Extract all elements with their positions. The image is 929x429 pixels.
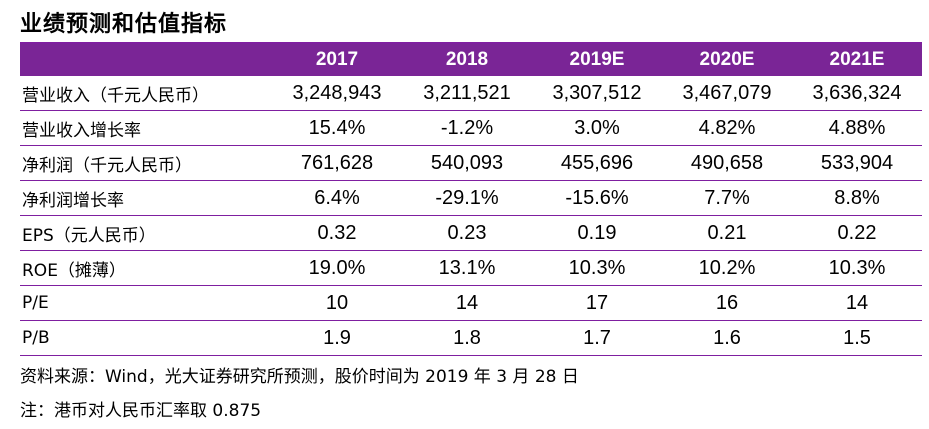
table-cell: 10.3% [792,250,922,286]
table-cell: 0.32 [272,215,402,251]
table-cell: 13.1% [402,250,532,286]
table-row: EPS（元人民币） 0.32 0.23 0.19 0.21 0.22 [20,215,922,251]
table-cell: 455,696 [532,145,662,181]
header-year: 2017 [272,44,402,76]
row-label: EPS（元人民币） [20,215,272,251]
row-label: 净利润（千元人民币） [20,145,272,181]
table-cell: 0.19 [532,215,662,251]
table-cell: 10.2% [662,250,792,286]
table-cell: 3.0% [532,110,662,146]
table-cell: 1.9 [272,320,402,356]
table-cell: 3,307,512 [532,76,662,111]
table-cell: 3,248,943 [272,76,402,111]
table-cell: 0.21 [662,215,792,251]
forecast-table: 2017 2018 2019E 2020E 2021E 营业收入（千元人民币） … [20,44,922,356]
header-corner [20,44,272,76]
table-cell: 1.5 [792,320,922,356]
table-cell: 533,904 [792,145,922,181]
table-row: 净利润（千元人民币） 761,628 540,093 455,696 490,6… [20,145,922,181]
table-cell: 6.4% [272,180,402,216]
table-row: P/B 1.9 1.8 1.7 1.6 1.5 [20,320,922,356]
table-cell: 15.4% [272,110,402,146]
table-cell: 1.7 [532,320,662,356]
header-year: 2021E [792,44,922,76]
table-cell: -29.1% [402,180,532,216]
row-label: P/B [20,320,272,356]
header-year: 2018 [402,44,532,76]
table-row: 净利润增长率 6.4% -29.1% -15.6% 7.7% 8.8% [20,180,922,216]
table-cell: 3,211,521 [402,76,532,111]
table-cell: 1.8 [402,320,532,356]
row-label: ROE（摊薄） [20,250,272,286]
source-note: 资料来源：Wind，光大证券研究所预测，股价时间为 2019 年 3 月 28 … [20,367,579,387]
table-cell: 0.23 [402,215,532,251]
table-cell: 4.82% [662,110,792,146]
table-cell: 4.88% [792,110,922,146]
table-cell: 14 [792,285,922,321]
page-title: 业绩预测和估值指标 [20,12,228,37]
table-cell: -15.6% [532,180,662,216]
table-cell: 17 [532,285,662,321]
table-cell: 1.6 [662,320,792,356]
table-cell: -1.2% [402,110,532,146]
row-label: 营业收入（千元人民币） [20,76,272,111]
row-label: P/E [20,285,272,321]
header-year: 2020E [662,44,792,76]
table-cell: 3,636,324 [792,76,922,111]
table-header-row: 2017 2018 2019E 2020E 2021E [20,44,922,76]
table-row: P/E 10 14 17 16 14 [20,285,922,321]
row-label: 营业收入增长率 [20,110,272,146]
table-cell: 16 [662,285,792,321]
table-cell: 19.0% [272,250,402,286]
table-row: 营业收入（千元人民币） 3,248,943 3,211,521 3,307,51… [20,76,922,111]
table-cell: 3,467,079 [662,76,792,111]
table-cell: 10.3% [532,250,662,286]
table-cell: 540,093 [402,145,532,181]
table-row: 营业收入增长率 15.4% -1.2% 3.0% 4.82% 4.88% [20,110,922,146]
table-cell: 7.7% [662,180,792,216]
table-cell: 10 [272,285,402,321]
table-cell: 14 [402,285,532,321]
table-cell: 0.22 [792,215,922,251]
table-row: ROE（摊薄） 19.0% 13.1% 10.3% 10.2% 10.3% [20,250,922,286]
title-divider [20,42,922,44]
header-year: 2019E [532,44,662,76]
table-cell: 8.8% [792,180,922,216]
table-cell: 761,628 [272,145,402,181]
table-cell: 490,658 [662,145,792,181]
exchange-rate-note: 注：港币对人民币汇率取 0.875 [20,401,262,421]
row-label: 净利润增长率 [20,180,272,216]
